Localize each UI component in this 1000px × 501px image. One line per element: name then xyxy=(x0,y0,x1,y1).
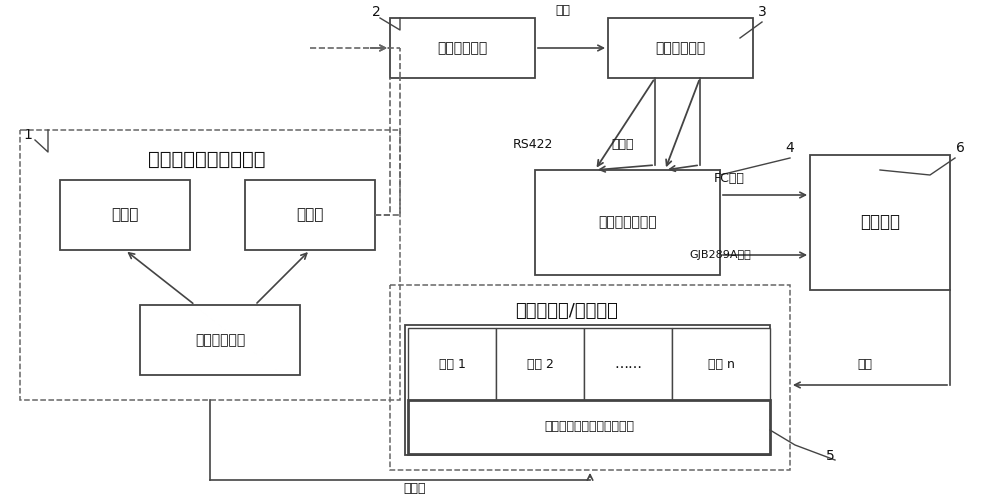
Text: 航电产品: 航电产品 xyxy=(860,213,900,231)
Text: 卡星导航天线: 卡星导航天线 xyxy=(437,41,488,55)
Text: 秒脉冲: 秒脉冲 xyxy=(612,138,634,151)
Bar xyxy=(608,18,753,78)
Text: 信号生成设备: 信号生成设备 xyxy=(195,333,245,347)
Text: 3: 3 xyxy=(758,5,766,19)
Bar xyxy=(20,130,400,400)
Text: 抗干扰处理机: 抗干扰处理机 xyxy=(655,41,706,55)
Bar xyxy=(535,170,720,275)
Text: 6: 6 xyxy=(956,141,964,155)
Bar xyxy=(60,180,190,250)
Text: 以太网: 以太网 xyxy=(404,481,426,494)
Text: 支持时间同步功能的接口卡: 支持时间同步功能的接口卡 xyxy=(544,420,634,433)
Text: RS422: RS422 xyxy=(513,138,553,151)
Text: 硬线: 硬线 xyxy=(858,359,872,372)
Text: 4: 4 xyxy=(786,141,794,155)
Bar xyxy=(672,328,770,400)
Text: 设备 2: 设备 2 xyxy=(527,358,553,371)
Text: 1: 1 xyxy=(24,128,32,142)
Bar xyxy=(408,328,496,400)
Bar xyxy=(390,18,535,78)
Text: 工控机: 工控机 xyxy=(111,207,139,222)
Text: ……: …… xyxy=(614,357,642,371)
Bar xyxy=(140,305,300,375)
Text: 测试、激励/俼真设备: 测试、激励/俼真设备 xyxy=(515,302,618,320)
Text: 设备 1: 设备 1 xyxy=(439,358,465,371)
Bar xyxy=(245,180,375,250)
Bar xyxy=(408,400,770,454)
Bar xyxy=(405,325,770,455)
Bar xyxy=(584,328,672,400)
Bar xyxy=(810,155,950,290)
Bar xyxy=(496,328,584,400)
Text: 多体制卡星导航模拟器: 多体制卡星导航模拟器 xyxy=(148,150,266,169)
Text: 转发器: 转发器 xyxy=(296,207,324,222)
Text: 设备 n: 设备 n xyxy=(708,358,734,371)
Text: 5: 5 xyxy=(826,449,834,463)
Text: GJB289A总线: GJB289A总线 xyxy=(689,250,751,260)
Bar xyxy=(390,285,790,470)
Text: FC总线: FC总线 xyxy=(714,171,744,184)
Text: 射频: 射频 xyxy=(556,4,570,17)
Text: 2: 2 xyxy=(372,5,380,19)
Text: 综合任务处理机: 综合任务处理机 xyxy=(598,215,657,229)
